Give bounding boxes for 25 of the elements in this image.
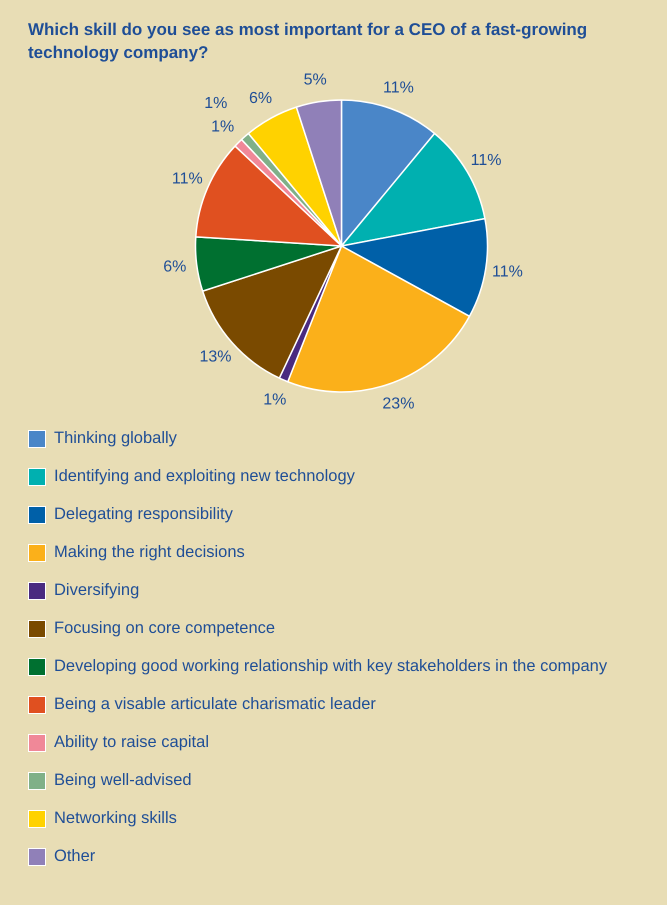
legend-label: Thinking globally: [54, 428, 177, 449]
chart-title: Which skill do you see as most important for a CEO of a fast-growing technology company?: [28, 19, 588, 64]
data-label: 5%: [304, 71, 327, 88]
data-label: 13%: [199, 348, 232, 366]
legend-label: Diversifying: [54, 580, 140, 601]
data-label: 6%: [163, 258, 186, 276]
legend-label: Identifying and exploiting new technology: [54, 466, 355, 487]
data-label: 1%: [211, 118, 234, 136]
legend-label: Being a visable articulate charismatic leader: [54, 694, 376, 715]
data-label: 11%: [382, 79, 414, 96]
legend-label: Delegating responsibility: [54, 504, 233, 525]
data-label: 23%: [382, 395, 414, 412]
legend-label: Ability to raise capital: [54, 732, 209, 753]
legend-label: Networking skills: [54, 808, 177, 829]
legend-label: Developing good working relationship with key stakeholders in the company: [54, 656, 608, 677]
data-label: 1%: [263, 392, 286, 409]
legend-label: Other: [54, 846, 96, 867]
data-label: 11%: [470, 152, 502, 169]
legend-label: Making the right decisions: [54, 542, 245, 563]
legend-label: Being well-advised: [54, 770, 192, 791]
data-label: 1%: [204, 94, 228, 112]
legend-label: Focusing on core competence: [54, 618, 276, 639]
data-label: 6%: [249, 90, 272, 108]
data-label: 11%: [492, 264, 523, 281]
data-label: 11%: [172, 170, 203, 188]
